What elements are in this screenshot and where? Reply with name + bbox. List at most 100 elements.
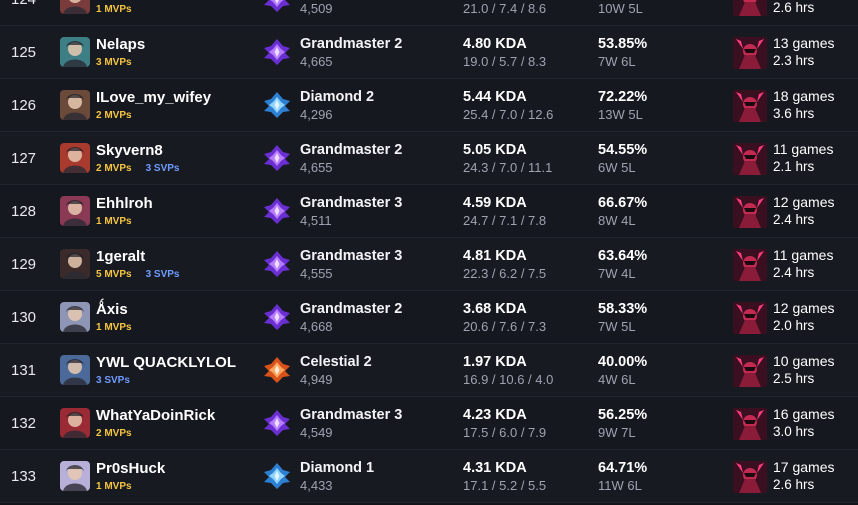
kda-detail: 16.9 / 10.6 / 4.0	[463, 372, 554, 387]
games-played: 13 games	[773, 35, 835, 51]
player-row[interactable]: 124 1 MVPs 4,509 21.0 / 7.4 / 8.6 10W 5L 2.6 …	[0, 0, 858, 26]
player-badges: 1 MVPs	[96, 322, 146, 333]
player-name[interactable]: Skyvern8	[96, 142, 163, 159]
player-name[interactable]: Nelaps	[96, 36, 146, 53]
mvp-count: 5 MVPs	[96, 269, 132, 280]
win-loss-record: 7W 4L	[598, 266, 636, 281]
hero-portrait-icon	[733, 196, 767, 228]
tier-score: 4,655	[300, 160, 333, 175]
tier-name: Diamond 2	[300, 89, 375, 105]
tier-score: 4,509	[300, 1, 333, 16]
player-name[interactable]: YWL QUACKLYLOL	[96, 354, 237, 371]
hero-portrait-icon	[733, 408, 767, 440]
player-avatar[interactable]	[60, 355, 90, 385]
tier-name: Grandmaster 2	[300, 36, 403, 52]
tier-name: Grandmaster 3	[300, 407, 403, 423]
win-rate: 40.00%	[598, 354, 648, 370]
mvp-count: 2 MVPs	[96, 110, 132, 121]
win-loss-record: 7W 6L	[598, 54, 636, 69]
win-rate: 64.71%	[598, 460, 648, 476]
win-loss-record: 11W 6L	[598, 478, 642, 493]
player-row[interactable]: 132 WhatYaDoinRick 2 MVPs Grandmaster 3 4,54…	[0, 397, 858, 450]
hero-portrait-icon	[733, 461, 767, 493]
diamond-icon	[262, 90, 292, 120]
kda-value: 1.97 KDA	[463, 354, 527, 370]
hero-portrait-icon	[733, 0, 767, 16]
player-avatar[interactable]	[60, 249, 90, 279]
win-loss-record: 9W 7L	[598, 425, 636, 440]
celestial-icon	[262, 355, 292, 385]
player-avatar[interactable]	[60, 196, 90, 226]
win-loss-record: 10W 5L	[598, 1, 643, 16]
games-played: 12 games	[773, 300, 835, 316]
rank-number: 130	[11, 309, 37, 326]
win-rate: 53.85%	[598, 36, 648, 52]
rank-number: 126	[11, 97, 37, 114]
hours-played: 2.0 hrs	[773, 318, 815, 333]
player-badges: 1 MVPs	[96, 4, 146, 15]
kda-detail: 24.7 / 7.1 / 7.8	[463, 213, 547, 228]
win-loss-record: 7W 5L	[598, 319, 636, 334]
player-name[interactable]: WhatYaDoinRick	[96, 407, 216, 424]
svp-count: 3 SVPs	[145, 269, 180, 280]
player-name[interactable]: Pr0sHuck	[96, 460, 166, 477]
player-name[interactable]: Ehhlroh	[96, 195, 153, 212]
rank-number: 129	[11, 256, 37, 273]
player-avatar[interactable]	[60, 37, 90, 67]
tier-score: 4,296	[300, 107, 333, 122]
player-badges: 1 MVPs	[96, 216, 146, 227]
player-name[interactable]: Ǻxis	[96, 301, 128, 318]
player-badges: 2 MVPs	[96, 110, 146, 121]
tier-name: Grandmaster 2	[300, 301, 403, 317]
player-avatar[interactable]	[60, 0, 90, 14]
win-loss-record: 13W 5L	[598, 107, 643, 122]
grandmaster-icon	[262, 196, 292, 226]
kda-detail: 24.3 / 7.0 / 11.1	[463, 160, 553, 175]
player-row[interactable]: 131 YWL QUACKLYLOL 3 SVPs Celestial 2 4,949 1…	[0, 344, 858, 397]
player-avatar[interactable]	[60, 408, 90, 438]
player-row[interactable]: 126 ILove_my_wifey 2 MVPs Diamond 2 4,296 5.4…	[0, 79, 858, 132]
mvp-count: 2 MVPs	[96, 163, 132, 174]
player-badges: 1 MVPs	[96, 481, 146, 492]
player-avatar[interactable]	[60, 143, 90, 173]
player-avatar[interactable]	[60, 461, 90, 491]
tier-name: Celestial 2	[300, 354, 372, 370]
rank-number: 133	[11, 468, 37, 485]
kda-detail: 17.1 / 5.2 / 5.5	[463, 478, 547, 493]
tier-name: Grandmaster 3	[300, 195, 403, 211]
kda-detail: 21.0 / 7.4 / 8.6	[463, 1, 547, 16]
mvp-count: 1 MVPs	[96, 4, 132, 15]
mvp-count: 3 MVPs	[96, 57, 132, 68]
player-avatar[interactable]	[60, 302, 90, 332]
kda-detail: 25.4 / 7.0 / 12.6	[463, 107, 554, 122]
grandmaster-icon	[262, 0, 292, 14]
player-avatar[interactable]	[60, 90, 90, 120]
player-row[interactable]: 127 Skyvern8 2 MVPs 3 SVPs Grandmaster 2 4,65…	[0, 132, 858, 185]
player-name[interactable]: 1geralt	[96, 248, 146, 265]
player-row[interactable]: 130 Ǻxis 1 MVPs Grandmaster 2 4,668 3.68 KDA 2…	[0, 291, 858, 344]
hero-portrait-icon	[733, 249, 767, 281]
hours-played: 2.3 hrs	[773, 53, 815, 68]
player-name[interactable]: ILove_my_wifey	[96, 89, 212, 106]
player-badges: 2 MVPs	[96, 428, 146, 439]
kda-detail: 22.3 / 6.2 / 7.5	[463, 266, 547, 281]
hours-played: 2.4 hrs	[773, 265, 815, 280]
grandmaster-icon	[262, 249, 292, 279]
hours-played: 2.6 hrs	[773, 0, 815, 15]
rank-number: 128	[11, 203, 37, 220]
player-badges: 3 MVPs	[96, 57, 146, 68]
games-played: 18 games	[773, 88, 835, 104]
player-row[interactable]: 129 1geralt 5 MVPs 3 SVPs Grandmaster 3 4,555…	[0, 238, 858, 291]
tier-name: Grandmaster 3	[300, 248, 403, 264]
mvp-count: 1 MVPs	[96, 322, 132, 333]
rank-number: 127	[11, 150, 37, 167]
kda-detail: 20.6 / 7.6 / 7.3	[463, 319, 547, 334]
player-row[interactable]: 128 Ehhlroh 1 MVPs Grandmaster 3 4,511 4.59 K…	[0, 185, 858, 238]
hours-played: 2.1 hrs	[773, 159, 815, 174]
tier-name: Grandmaster 2	[300, 142, 403, 158]
player-row[interactable]: 125 Nelaps 3 MVPs Grandmaster 2 4,665 4.80 KD…	[0, 26, 858, 79]
hero-portrait-icon	[733, 90, 767, 122]
player-row[interactable]: 133 Pr0sHuck 1 MVPs Diamond 1 4,433 4.31 KDA 1…	[0, 450, 858, 503]
rank-number: 124	[11, 0, 43, 8]
